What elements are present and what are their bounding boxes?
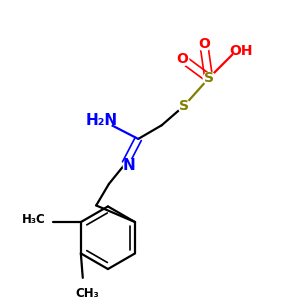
Text: H₃C: H₃C (22, 213, 46, 226)
Text: O: O (198, 37, 210, 51)
Text: OH: OH (229, 44, 253, 58)
Text: CH₃: CH₃ (76, 287, 100, 300)
Text: S: S (179, 99, 189, 113)
Text: H₂N: H₂N (86, 113, 118, 128)
Text: S: S (204, 71, 214, 85)
Text: N: N (123, 158, 136, 173)
Text: O: O (176, 52, 188, 66)
